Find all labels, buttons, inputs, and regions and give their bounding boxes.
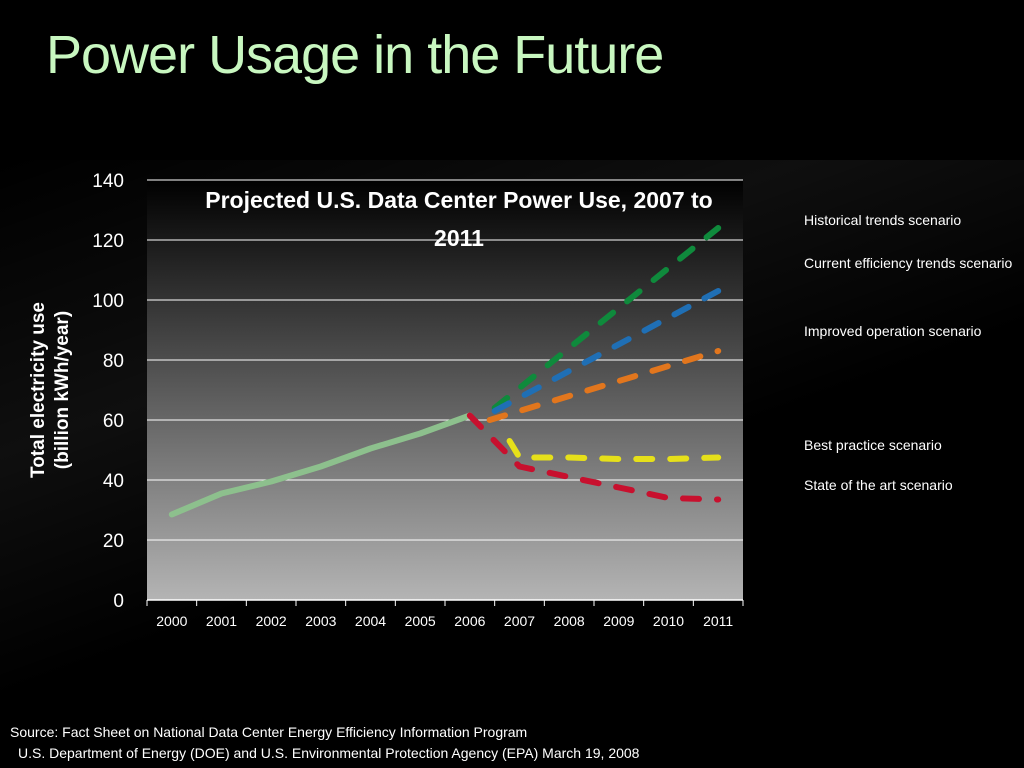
y-tick-label: 140: [92, 171, 124, 192]
x-tick-label: 2003: [305, 613, 336, 629]
series-best-practice: [506, 438, 722, 462]
series-current-efficiency: [491, 288, 722, 414]
legend-state-of-the-art: State of the art scenario: [804, 477, 953, 493]
x-tick-label: 2001: [206, 613, 237, 629]
x-tick-label: 2008: [554, 613, 585, 629]
plot-area: [147, 180, 743, 600]
x-tick-label: 2010: [653, 613, 684, 629]
y-tick-label: 100: [92, 291, 124, 312]
y-axis-label: Total electricity use (billion kWh/year): [27, 260, 75, 520]
x-tick-label: 2011: [703, 613, 733, 629]
slide-title: Power Usage in the Future: [46, 25, 664, 85]
series-historical-trends: [491, 225, 722, 411]
y-tick-label: 80: [103, 351, 124, 372]
y-axis-label-line1: Total electricity use: [28, 302, 49, 478]
legend-improved-operation: Improved operation scenario: [804, 323, 982, 339]
legend-best-practice: Best practice scenario: [804, 437, 942, 453]
x-tick-label: 2004: [355, 613, 386, 629]
x-tick-label: 2006: [454, 613, 485, 629]
y-tick-label: 60: [103, 411, 124, 432]
historical-line: [168, 412, 473, 518]
x-tick-label: 2005: [405, 613, 436, 629]
x-tick-label: 2009: [603, 613, 634, 629]
source-note: Source: Fact Sheet on National Data Cent…: [10, 722, 639, 764]
y-tick-label: 40: [103, 471, 124, 492]
chart-title-line2: 2011: [434, 225, 484, 251]
y-axis-label-line2: (billion kWh/year): [52, 310, 73, 470]
source-line-2: U.S. Department of Energy (DOE) and U.S.…: [18, 745, 640, 761]
x-tick-label: 2000: [156, 613, 187, 629]
x-tick-label: 2002: [256, 613, 287, 629]
source-line-1: Source: Fact Sheet on National Data Cent…: [10, 724, 528, 740]
y-tick-label: 120: [92, 231, 124, 252]
series-improved-operation: [486, 348, 722, 423]
y-tick-label: 20: [103, 531, 124, 552]
chart-title-line1: Projected U.S. Data Center Power Use, 20…: [205, 187, 712, 213]
y-tick-label: 0: [113, 591, 124, 612]
x-tick-label: 2007: [504, 613, 535, 629]
series-state-of-the-art: [466, 412, 722, 503]
legend-historical-trends: Historical trends scenario: [804, 212, 962, 228]
legend-current-efficiency: Current efficiency trends scenario: [804, 255, 1013, 271]
